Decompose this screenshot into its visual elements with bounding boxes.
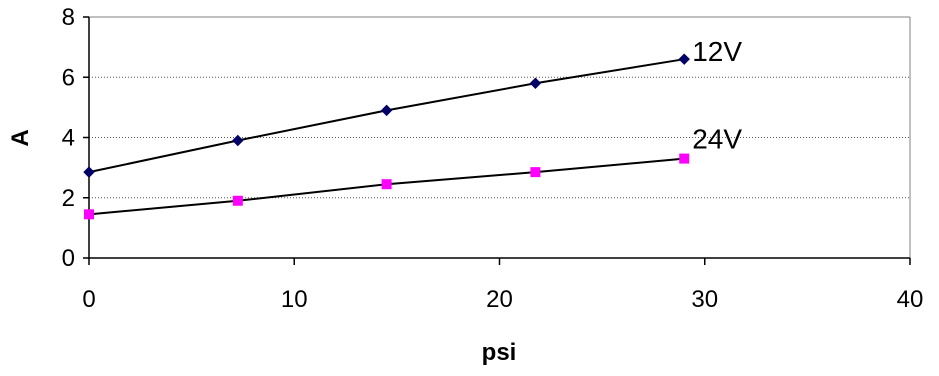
x-tick-label-0: 0	[82, 286, 95, 313]
y-tick-label-2: 2	[62, 185, 75, 212]
point-24v-1	[232, 195, 243, 206]
axes	[83, 16, 911, 265]
point-12v-0	[83, 166, 95, 178]
point-12v-2	[380, 104, 393, 117]
grid-lines	[89, 76, 910, 199]
y-tick-label-0: 0	[62, 245, 75, 272]
series-group: 12V 24V	[83, 36, 742, 220]
series-12v: 12V	[83, 36, 742, 178]
point-24v-3	[530, 167, 541, 178]
y-tick-label-6: 6	[62, 64, 75, 91]
y-axis-title: A	[7, 129, 34, 146]
x-axis-title: psi	[482, 339, 517, 366]
tick-labels: 0 2 4 6 8 0 10 20 30 40	[62, 4, 924, 313]
series-24v: 24V	[84, 124, 742, 220]
point-24v-0	[84, 209, 94, 220]
series-label-24v: 24V	[692, 124, 742, 155]
point-24v-4	[679, 153, 690, 164]
x-tick-label-40: 40	[897, 286, 924, 313]
point-12v-4	[678, 53, 690, 65]
x-tick-label-30: 30	[691, 286, 718, 313]
y-tick-label-4: 4	[62, 125, 75, 152]
x-tick-label-10: 10	[281, 286, 308, 313]
y-tick-label-8: 8	[62, 4, 75, 31]
series-label-12v: 12V	[692, 36, 742, 67]
point-24v-2	[381, 179, 392, 190]
point-12v-3	[529, 77, 542, 89]
point-12v-1	[232, 134, 244, 147]
x-tick-label-20: 20	[486, 286, 513, 313]
